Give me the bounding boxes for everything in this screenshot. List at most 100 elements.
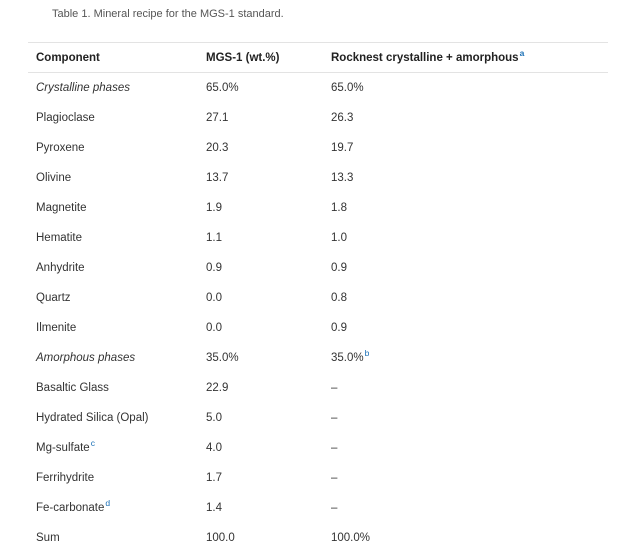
component-cell: Amorphous phases	[28, 343, 198, 373]
component-value: Crystalline phases	[36, 82, 130, 94]
table-row: Ilmenite 0.0 0.9	[28, 313, 608, 343]
mgs1-cell: 65.0%	[198, 73, 323, 104]
mgs1-cell: 27.1	[198, 103, 323, 133]
rocknest-cell: 13.3	[323, 163, 608, 193]
mgs1-value: 1.7	[206, 472, 222, 484]
component-value: Olivine	[36, 172, 72, 184]
mineral-recipe-table-container: Component MGS-1 (wt.%) Rocknest crystall…	[28, 42, 608, 553]
mgs1-value: 27.1	[206, 112, 229, 124]
table-caption: Table 1. Mineral recipe for the MGS-1 st…	[52, 8, 284, 20]
mgs1-cell: 0.9	[198, 253, 323, 283]
column-header-label: MGS-1 (wt.%)	[206, 51, 280, 64]
rocknest-value: 1.0	[331, 232, 347, 244]
rocknest-cell: 0.8	[323, 283, 608, 313]
mgs1-cell: 1.1	[198, 223, 323, 253]
mgs1-cell: 100.0	[198, 523, 323, 553]
table-row: Magnetite 1.9 1.8	[28, 193, 608, 223]
mgs1-value: 5.0	[206, 412, 222, 424]
mgs1-cell: 1.9	[198, 193, 323, 223]
header-row: Component MGS-1 (wt.%) Rocknest crystall…	[28, 42, 608, 73]
footnote-link-c[interactable]: c	[90, 438, 95, 448]
component-value: Plagioclase	[36, 112, 95, 124]
footnote-link-d[interactable]: d	[105, 498, 111, 508]
mgs1-cell: 35.0%	[198, 343, 323, 373]
component-value: Pyroxene	[36, 142, 85, 154]
component-value: Anhydrite	[36, 262, 85, 274]
mgs1-cell: 13.7	[198, 163, 323, 193]
component-cell: Pyroxene	[28, 133, 198, 163]
mgs1-value: 13.7	[206, 172, 229, 184]
rocknest-value: 0.9	[331, 262, 347, 274]
component-cell: Quartz	[28, 283, 198, 313]
table-header: Component MGS-1 (wt.%) Rocknest crystall…	[28, 42, 608, 73]
component-value: Ilmenite	[36, 322, 77, 334]
mgs1-value: 0.0	[206, 292, 222, 304]
rocknest-cell: 1.8	[323, 193, 608, 223]
component-value: Hydrated Silica (Opal)	[36, 412, 149, 424]
column-header-label: Rocknest crystalline + amorphous	[331, 51, 519, 64]
mgs1-value: 0.0	[206, 322, 222, 334]
rocknest-value: 13.3	[331, 172, 354, 184]
component-value: Quartz	[36, 292, 71, 304]
rocknest-cell: 0.9	[323, 253, 608, 283]
rocknest-cell: 26.3	[323, 103, 608, 133]
footnote-link-b[interactable]: b	[364, 348, 370, 358]
table-row: Mg-sulfatec 4.0 –	[28, 433, 608, 463]
table-row: Plagioclase 27.1 26.3	[28, 103, 608, 133]
table-row: Quartz 0.0 0.8	[28, 283, 608, 313]
table-row: Hematite 1.1 1.0	[28, 223, 608, 253]
table-section-row: Amorphous phases 35.0% 35.0%b	[28, 343, 608, 373]
mgs1-cell: 0.0	[198, 313, 323, 343]
rocknest-cell: –	[323, 373, 608, 403]
component-value: Amorphous phases	[36, 352, 136, 364]
component-value: Magnetite	[36, 202, 87, 214]
component-cell: Crystalline phases	[28, 73, 198, 104]
rocknest-cell: –	[323, 403, 608, 433]
rocknest-value: –	[331, 502, 338, 514]
rocknest-cell: 100.0%	[323, 523, 608, 553]
table-row: Sum 100.0 100.0%	[28, 523, 608, 553]
rocknest-value: 26.3	[331, 112, 354, 124]
mgs1-value: 1.1	[206, 232, 222, 244]
component-value: Hematite	[36, 232, 83, 244]
component-cell: Hematite	[28, 223, 198, 253]
component-cell: Fe-carbonated	[28, 493, 198, 523]
component-cell: Olivine	[28, 163, 198, 193]
rocknest-value: 0.9	[331, 322, 347, 334]
component-value: Ferrihydrite	[36, 472, 95, 484]
component-cell: Mg-sulfatec	[28, 433, 198, 463]
component-cell: Magnetite	[28, 193, 198, 223]
rocknest-cell: –	[323, 493, 608, 523]
rocknest-value: –	[331, 442, 338, 454]
component-cell: Sum	[28, 523, 198, 553]
mgs1-cell: 1.7	[198, 463, 323, 493]
mgs1-value: 35.0%	[206, 352, 239, 364]
component-cell: Hydrated Silica (Opal)	[28, 403, 198, 433]
rocknest-value: 1.8	[331, 202, 347, 214]
rocknest-cell: –	[323, 463, 608, 493]
column-header-mgs1: MGS-1 (wt.%)	[198, 42, 323, 73]
mgs1-value: 65.0%	[206, 82, 239, 94]
mgs1-cell: 22.9	[198, 373, 323, 403]
component-value: Fe-carbonate	[36, 502, 105, 514]
mgs1-cell: 1.4	[198, 493, 323, 523]
mgs1-value: 22.9	[206, 382, 229, 394]
rocknest-cell: 1.0	[323, 223, 608, 253]
rocknest-value: 19.7	[331, 142, 354, 154]
mineral-recipe-table: Component MGS-1 (wt.%) Rocknest crystall…	[28, 42, 608, 553]
component-cell: Anhydrite	[28, 253, 198, 283]
rocknest-cell: 19.7	[323, 133, 608, 163]
column-header-component: Component	[28, 42, 198, 73]
mgs1-cell: 4.0	[198, 433, 323, 463]
footnote-link-a[interactable]: a	[519, 47, 525, 58]
rocknest-value: 0.8	[331, 292, 347, 304]
component-cell: Plagioclase	[28, 103, 198, 133]
rocknest-value: –	[331, 472, 338, 484]
table-row: Ferrihydrite 1.7 –	[28, 463, 608, 493]
rocknest-value: 100.0%	[331, 532, 371, 544]
mgs1-cell: 0.0	[198, 283, 323, 313]
rocknest-cell: 0.9	[323, 313, 608, 343]
component-cell: Ilmenite	[28, 313, 198, 343]
component-cell: Basaltic Glass	[28, 373, 198, 403]
component-value: Mg-sulfate	[36, 442, 90, 454]
